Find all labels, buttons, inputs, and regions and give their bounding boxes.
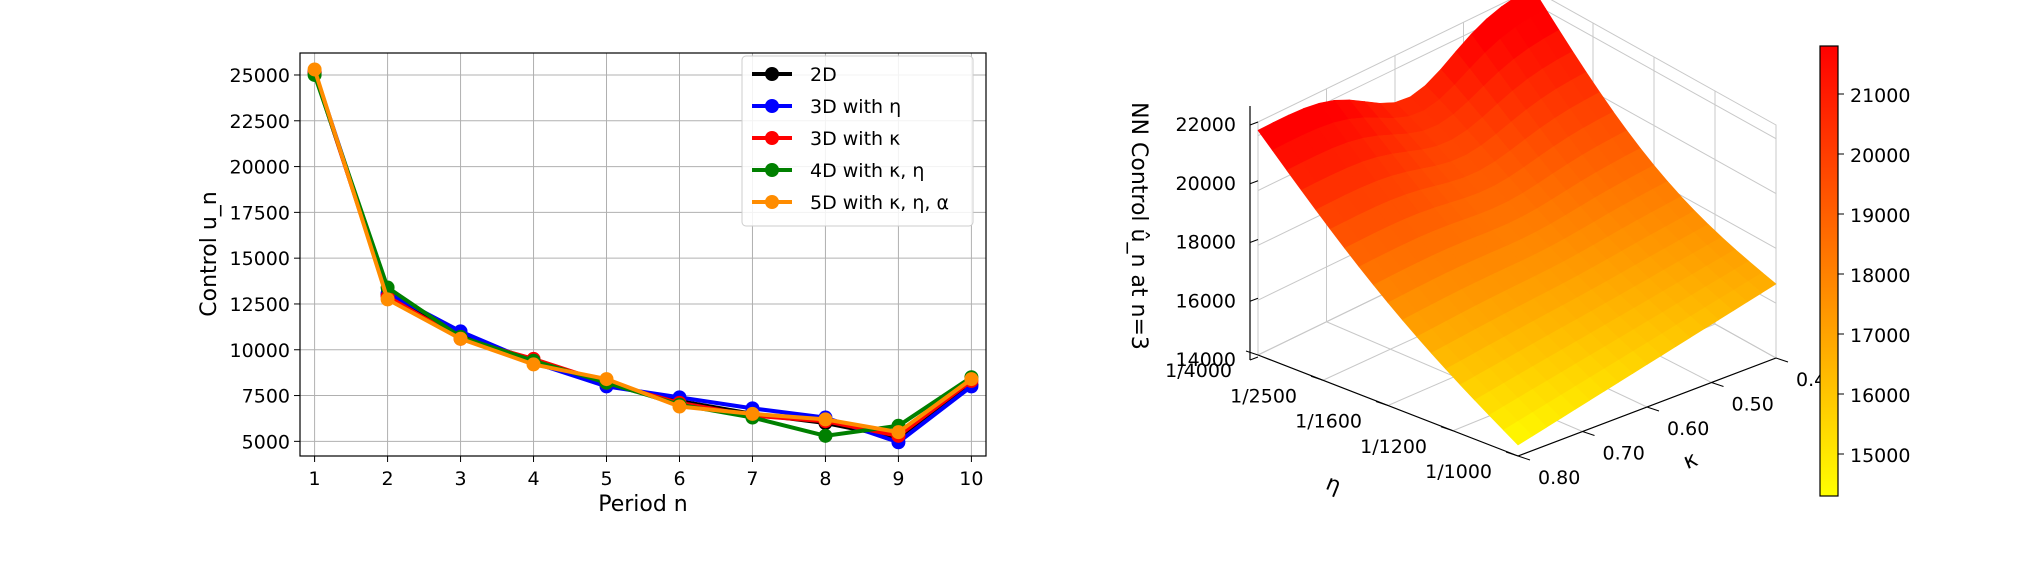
x-tick-label: 5 bbox=[600, 468, 612, 490]
x-tick-label: 4 bbox=[527, 468, 539, 490]
x-tick-label: 2 bbox=[382, 468, 394, 490]
y-axis-label: Control u_n bbox=[197, 191, 222, 316]
y-tick-label: 7500 bbox=[242, 386, 290, 408]
colorbar-tick-label: 18000 bbox=[1850, 265, 1910, 287]
data-point bbox=[745, 406, 760, 421]
kappa-tick-label: 0.70 bbox=[1603, 443, 1645, 465]
x-tick-label: 7 bbox=[746, 468, 758, 490]
colorbar-ticks: 15000 16000 17000 18000 19000 20000 21000 bbox=[1838, 85, 1910, 467]
z-tick-label: 18000 bbox=[1176, 232, 1236, 254]
legend: 2D 3D with η 3D with κ 4D with κ, η 5D with … bbox=[741, 55, 974, 227]
data-point bbox=[891, 425, 906, 440]
data-point bbox=[307, 62, 322, 77]
data-point bbox=[380, 292, 395, 307]
legend-label: 4D with κ, η bbox=[810, 160, 924, 182]
eta-tick-label: 1/1200 bbox=[1360, 436, 1427, 458]
x-tick-label: 9 bbox=[892, 468, 904, 490]
eta-tick-mark bbox=[1310, 375, 1324, 381]
colorbar-tick-label: 19000 bbox=[1850, 205, 1910, 227]
series-line bbox=[312, 68, 973, 435]
x-axis-label: Period n bbox=[598, 492, 688, 517]
legend-box bbox=[741, 55, 974, 227]
surface-mesh bbox=[1257, 0, 1777, 446]
eta-tick-label: 1/1600 bbox=[1295, 411, 1362, 433]
legend-label: 3D with η bbox=[810, 96, 901, 118]
z-tick-label: 16000 bbox=[1176, 290, 1236, 312]
y-tick-label: 15000 bbox=[230, 248, 290, 270]
data-point bbox=[672, 399, 687, 414]
line-chart-grid bbox=[300, 53, 986, 456]
colorbar bbox=[1819, 45, 1839, 497]
z-tick-mark bbox=[1249, 356, 1259, 361]
eta-tick-label: 1/4000 bbox=[1165, 360, 1232, 382]
line-chart: 1 2 3 4 5 6 7 8 9 10 5000 7500 10000 12500 15000 17500… bbox=[197, 52, 987, 517]
kappa-tick-mark bbox=[1775, 357, 1789, 363]
data-point bbox=[818, 428, 833, 443]
z-tick-mark bbox=[1249, 121, 1259, 126]
kappa-tick-mark bbox=[1646, 406, 1660, 412]
data-point bbox=[964, 372, 979, 387]
eta-tick-mark bbox=[1375, 401, 1389, 406]
z-tick-label: 20000 bbox=[1176, 173, 1236, 195]
eta-tick-label: 1/2500 bbox=[1230, 385, 1297, 407]
z-tick-mark bbox=[1249, 239, 1259, 243]
y-tick-label: 22500 bbox=[230, 111, 290, 133]
z-tick-mark bbox=[1249, 297, 1259, 302]
kappa-tick-mark bbox=[1711, 382, 1724, 387]
colorbar-tick-label: 21000 bbox=[1850, 85, 1910, 107]
kappa-tick-label: 0.80 bbox=[1538, 467, 1580, 489]
legend-swatch-marker bbox=[765, 67, 779, 81]
legend-label: 5D with κ, η, α bbox=[810, 192, 949, 214]
x-tick-label: 6 bbox=[673, 468, 685, 490]
x-tick-label: 8 bbox=[819, 468, 831, 490]
colorbar-tick-label: 17000 bbox=[1850, 325, 1910, 347]
line-chart-axes-frame bbox=[299, 52, 987, 457]
eta-tick-mark bbox=[1245, 350, 1259, 356]
y-tick-label: 17500 bbox=[230, 202, 290, 224]
x-tick-label: 3 bbox=[455, 468, 467, 490]
y-axis-ticks: 5000 7500 10000 12500 15000 17500 20000 22500 25… bbox=[230, 65, 300, 453]
data-point bbox=[599, 372, 614, 387]
legend-swatch-marker bbox=[765, 195, 779, 209]
eta-tick-mark bbox=[1505, 451, 1519, 457]
y-tick-label: 20000 bbox=[230, 157, 290, 179]
data-point bbox=[818, 412, 833, 427]
x-tick-label: 1 bbox=[309, 468, 321, 490]
kappa-axis-label: κ bbox=[1680, 447, 1701, 475]
legend-swatch-marker bbox=[765, 163, 779, 177]
y-tick-label: 10000 bbox=[230, 340, 290, 362]
data-point bbox=[526, 357, 541, 372]
z-tick-label: 22000 bbox=[1176, 114, 1236, 136]
colorbar-tick-label: 15000 bbox=[1850, 445, 1910, 467]
kappa-tick-label: 0.60 bbox=[1667, 418, 1709, 440]
y-tick-label: 25000 bbox=[230, 65, 290, 87]
colorbar-tick-label: 20000 bbox=[1850, 145, 1910, 167]
legend-swatch-marker bbox=[765, 99, 779, 113]
kappa-tick-label: 0.50 bbox=[1732, 394, 1774, 416]
x-tick-label: 10 bbox=[959, 468, 983, 490]
z-tick-label: 14000 bbox=[1176, 349, 1236, 371]
eta-tick-mark bbox=[1440, 426, 1454, 432]
surface-tick-labels: 14000 16000 18000 20000 22000 1/4000 1/2500 1/1… bbox=[1165, 114, 1838, 489]
z-axis-label: NN Control û_n at n=3 bbox=[1126, 102, 1151, 350]
legend-label: 2D bbox=[810, 64, 837, 86]
kappa-tick-mark bbox=[1517, 455, 1531, 461]
line-chart-series bbox=[307, 62, 979, 450]
kappa-tick-mark bbox=[1582, 431, 1595, 436]
surface-chart: 14000 16000 18000 20000 22000 1/4000 1/2500 1/1… bbox=[1126, 0, 1910, 499]
series-4 bbox=[307, 62, 979, 440]
y-tick-label: 12500 bbox=[230, 294, 290, 316]
eta-tick-label: 1/1000 bbox=[1425, 461, 1492, 483]
legend-swatch-marker bbox=[765, 131, 779, 145]
eta-axis-label: η bbox=[1322, 471, 1344, 499]
legend-label: 3D with κ bbox=[810, 128, 900, 150]
z-tick-mark bbox=[1249, 180, 1259, 185]
data-point bbox=[453, 331, 468, 346]
x-axis-ticks: 1 2 3 4 5 6 7 8 9 10 bbox=[309, 456, 983, 490]
y-tick-label: 5000 bbox=[242, 431, 290, 453]
surface-patch bbox=[1503, 421, 1533, 446]
colorbar-tick-label: 16000 bbox=[1850, 385, 1910, 407]
